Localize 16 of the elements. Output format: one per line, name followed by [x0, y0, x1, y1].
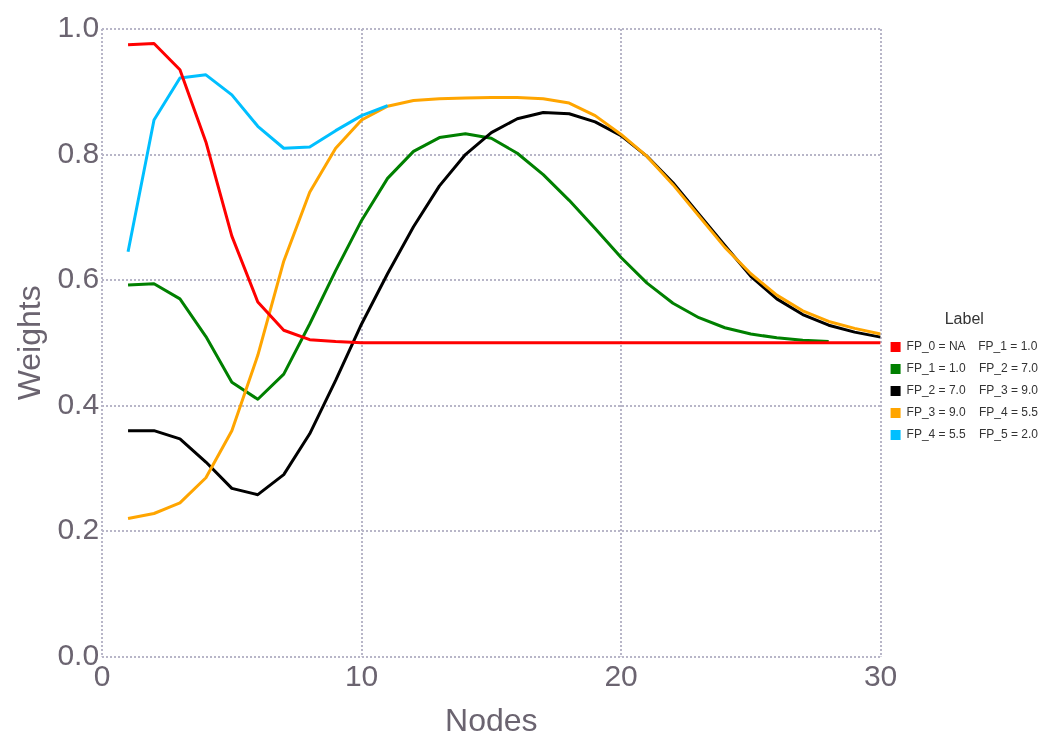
y-tick-label: 1.0 [57, 10, 100, 44]
x-tick-label: 30 [863, 658, 898, 692]
legend-label: FP_4 = 5.5 FP_5 = 2.0 [906, 427, 1039, 442]
y-axis-title: Weights [11, 285, 48, 401]
y-tick-label: 0.6 [57, 261, 100, 295]
y-tick-label: 0.8 [57, 135, 100, 169]
legend-title: Label [944, 310, 984, 328]
x-tick-label: 10 [344, 658, 379, 692]
x-axis-title: Nodes [445, 701, 538, 738]
legend-label: FP_2 = 7.0 FP_3 = 9.0 [906, 383, 1039, 398]
legend-label: FP_3 = 9.0 FP_4 = 5.5 [906, 405, 1039, 420]
y-tick-label: 0.2 [57, 512, 100, 546]
legend-label: FP_1 = 1.0 FP_2 = 7.0 [906, 361, 1039, 376]
y-tick-label: 0.4 [57, 386, 100, 420]
x-tick-label: 20 [604, 658, 638, 692]
legend-label: FP_0 = NA FP_1 = 1.0 [906, 339, 1038, 354]
